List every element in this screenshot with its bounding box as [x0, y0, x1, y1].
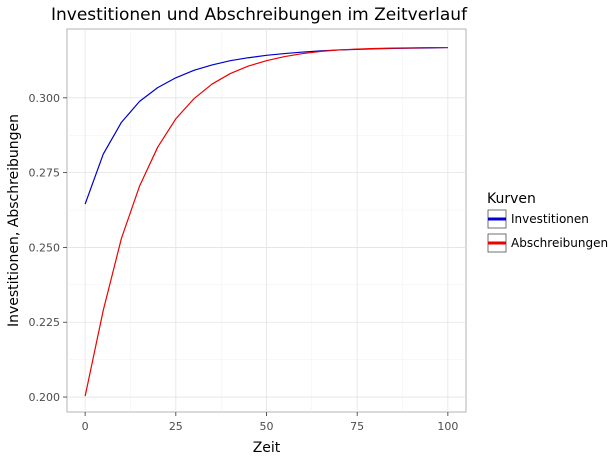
legend-title: Kurven	[487, 191, 536, 207]
x-axis-title: Zeit	[253, 440, 281, 456]
x-tick-label: 50	[260, 420, 274, 433]
x-tick-label: 100	[437, 420, 458, 433]
y-tick-label: 0.250	[29, 241, 61, 254]
x-tick-label: 25	[169, 420, 183, 433]
legend: Kurven Investitionen Abschreibungen	[487, 191, 608, 253]
legend-label-abschreibungen: Abschreibungen	[511, 236, 608, 250]
x-axis-ticks: 0 25 50 75 100	[82, 412, 458, 433]
y-axis-ticks: 0.200 0.225 0.250 0.275 0.300	[29, 92, 67, 404]
y-tick-label: 0.300	[29, 92, 61, 105]
y-tick-label: 0.275	[29, 167, 61, 180]
grid-lines	[67, 29, 466, 412]
chart-title: Investitionen und Abschreibungen im Zeit…	[51, 5, 468, 25]
y-tick-label: 0.200	[29, 391, 61, 404]
y-axis-title: Investitionen, Abschreibungen	[6, 114, 22, 327]
series-line-abschreibungen	[84, 46, 448, 397]
x-tick-label: 0	[82, 420, 89, 433]
legend-label-investitionen: Investitionen	[511, 212, 589, 226]
x-tick-label: 75	[350, 420, 364, 433]
series-lines	[84, 46, 448, 397]
y-tick-label: 0.225	[29, 316, 61, 329]
